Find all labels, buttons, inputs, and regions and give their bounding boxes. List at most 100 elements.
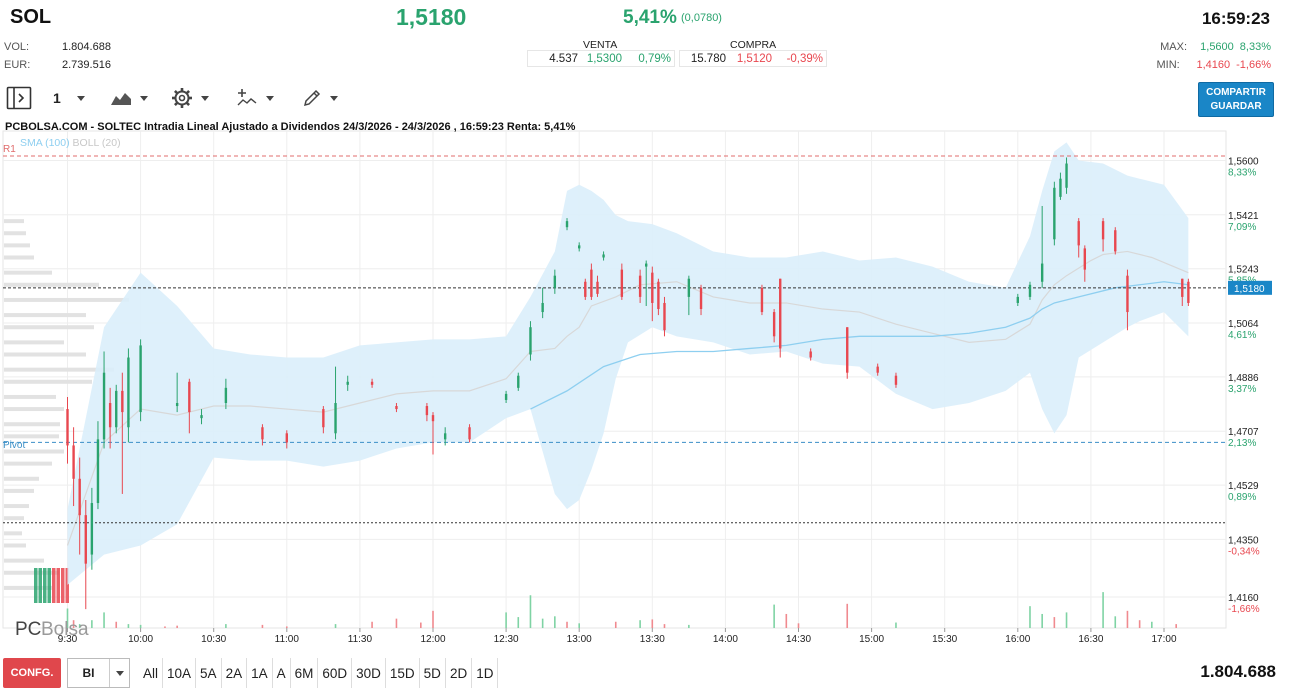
chart-title: PCBOLSA.COM - SOLTEC Intradia Lineal Aju… — [5, 121, 576, 133]
range-button-30d[interactable]: 30D — [352, 658, 386, 688]
candle-body — [894, 375, 898, 385]
share-save-button[interactable]: COMPARTIR GUARDAR — [1198, 82, 1274, 117]
candle-body — [553, 275, 557, 288]
chart-type-select[interactable] — [110, 84, 148, 112]
volume-bar — [225, 624, 227, 628]
candle-body — [645, 263, 648, 267]
y-tick-price: 1,4529 — [1228, 481, 1259, 492]
volume-bar — [773, 604, 775, 628]
candle-body — [78, 478, 81, 516]
candle-body — [1114, 230, 1117, 252]
indicators-select[interactable] — [236, 84, 274, 112]
boll-legend[interactable]: BOLL (20) — [72, 137, 121, 149]
volume-bar — [797, 623, 800, 628]
period-select[interactable]: 1 — [53, 84, 85, 112]
pivot-label: Pivot — [3, 440, 25, 451]
x-tick-label: 17:00 — [1151, 634, 1176, 645]
volume-bar — [554, 616, 556, 628]
settings-select[interactable] — [171, 84, 209, 112]
volume-profile-bar — [4, 543, 26, 548]
volume-bar — [139, 624, 142, 628]
range-button-5a[interactable]: 5A — [196, 658, 222, 688]
range-button-15d[interactable]: 15D — [386, 658, 420, 688]
max-value: 1,5600 — [1200, 41, 1234, 53]
candle-body — [504, 393, 508, 400]
volume-bar — [261, 624, 264, 628]
max-pct: 8,33% — [1239, 41, 1271, 53]
candle-body — [431, 415, 435, 422]
volume-bar — [1102, 592, 1104, 628]
volume-bar — [1053, 617, 1056, 628]
volume-profile-highlight — [43, 568, 47, 603]
candle-body — [590, 269, 593, 297]
volume-profile-highlight — [38, 568, 42, 603]
gear-icon — [172, 88, 192, 108]
volume-label: VOL: — [4, 41, 30, 53]
candle-body — [1181, 278, 1184, 297]
volume-profile-highlight — [56, 568, 60, 603]
candle-body — [663, 302, 666, 331]
candle-body — [760, 287, 764, 313]
volume-bar — [1138, 620, 1141, 628]
current-price-label: 1,5180 — [1234, 284, 1265, 295]
volume-bar — [127, 624, 130, 628]
range-button-5d[interactable]: 5D — [420, 658, 446, 688]
range-button-2d[interactable]: 2D — [446, 658, 473, 688]
volume-bar — [103, 612, 105, 628]
range-button-all[interactable]: All — [139, 658, 164, 688]
sma-legend[interactable]: SMA (100) — [20, 137, 70, 149]
toggle-panel-button[interactable] — [6, 84, 32, 112]
range-button-2a[interactable]: 2A — [222, 658, 248, 688]
y-tick-percent: 0,89% — [1228, 492, 1256, 503]
volume-profile-highlight — [34, 568, 38, 603]
candle-body — [1101, 221, 1105, 240]
range-button-60d[interactable]: 60D — [318, 658, 353, 688]
volume-profile-bar — [4, 558, 44, 563]
min-value: 1,4160 — [1196, 59, 1231, 71]
change-absolute: (0,0780) — [681, 12, 722, 24]
sidebar-toggle-icon — [6, 86, 32, 110]
range-button-1d[interactable]: 1D — [472, 658, 499, 688]
venta-qty: 4.537 — [549, 52, 578, 65]
candle-body — [876, 366, 879, 373]
candle-body — [395, 406, 398, 410]
x-tick-label: 13:30 — [640, 634, 665, 645]
range-button-1a[interactable]: 1A — [247, 658, 273, 688]
candle-body — [72, 445, 75, 479]
volume-profile-bar — [4, 434, 59, 439]
volume-profile-highlight — [47, 568, 51, 603]
range-button-6m[interactable]: 6M — [291, 658, 319, 688]
range-button-a[interactable]: A — [273, 658, 291, 688]
volume-bar — [1151, 621, 1153, 628]
drawing-tools-select[interactable] — [302, 84, 338, 112]
candle-body — [657, 281, 660, 310]
volume-profile-bar — [4, 531, 22, 536]
watermark-logo: PC — [15, 619, 41, 640]
volume-profile-bar — [4, 449, 64, 454]
volume-profile-bar — [4, 352, 86, 357]
candle-body — [96, 439, 100, 504]
candle-body — [620, 269, 624, 297]
price-chart[interactable]: R1Pivot1,56008,33%1,54217,09%1,52435,85%… — [0, 118, 1289, 658]
candle-body — [772, 312, 776, 337]
add-indicator-icon — [237, 89, 257, 106]
max-row: MAX: 1,5600 8,33% — [1160, 41, 1271, 53]
config-button[interactable]: CONFG. — [3, 658, 61, 688]
volume-profile-bar — [4, 407, 64, 412]
volume-bar — [688, 624, 690, 628]
min-row: MIN: 1,4160 -1,66% — [1156, 59, 1271, 71]
bi-select[interactable]: BI — [67, 658, 130, 688]
candle-body — [809, 351, 812, 358]
volume-bar — [432, 610, 434, 628]
x-tick-label: 14:00 — [713, 634, 738, 645]
volume-profile-bar — [4, 367, 114, 372]
y-tick-price: 1,4350 — [1228, 535, 1259, 546]
range-button-10a[interactable]: 10A — [163, 658, 197, 688]
volume-bar — [1126, 610, 1129, 628]
volume-bar — [566, 621, 568, 628]
volume-profile-bar — [4, 243, 30, 248]
candle-body — [584, 281, 587, 297]
volume-bar — [72, 620, 75, 628]
volume-bar — [1041, 613, 1043, 628]
volume-profile-bar — [4, 422, 60, 427]
